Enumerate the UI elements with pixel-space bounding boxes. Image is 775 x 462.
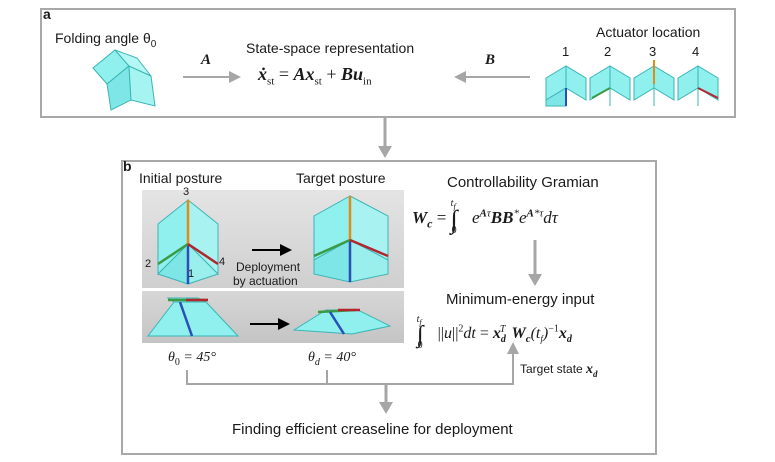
initial-posture-side (146, 297, 240, 337)
theta0-label: θ0 = 45° (168, 350, 216, 368)
panel-a-letter: a (43, 6, 51, 22)
state-space-equation: ẋst = Axst + Buin (258, 64, 372, 88)
arrow-b-label: B (485, 52, 496, 68)
deployment-label-1: Deployment (236, 260, 301, 274)
actuator-location-title: Actuator location (596, 24, 701, 40)
arrow-to-finding (379, 384, 393, 414)
actuator-origami-2 (589, 65, 631, 106)
initial-posture-front (157, 198, 219, 285)
actuator-number-1: 1 (562, 44, 570, 59)
feedback-connector (186, 342, 519, 385)
actuator-origami-4 (677, 65, 719, 106)
finding-creaseline-label: Finding efficient creaseline for deploym… (232, 421, 513, 438)
target-posture-side (292, 308, 392, 335)
initial-posture-title: Initial posture (139, 170, 223, 186)
deployment-label-2: by actuation (233, 274, 298, 288)
deployment-arrow-front (252, 244, 292, 256)
minimum-energy-equation: ∫0tf ||u||2dt = xdT Wc(tf)−1xd (416, 313, 572, 352)
thetad-label: θd = 40° (308, 350, 356, 368)
crease-number-4: 4 (219, 256, 226, 268)
target-state-label: Target state xd (520, 362, 598, 379)
panel-b-letter: b (123, 158, 132, 174)
arrow-a-label: A (201, 52, 212, 68)
crease-number-1: 1 (188, 268, 195, 280)
panel-a-frame (40, 8, 736, 118)
actuator-origami-1 (545, 65, 587, 107)
folding-angle-label: Folding angle θ0 (55, 30, 157, 50)
actuator-number-4: 4 (692, 44, 700, 59)
arrow-a-to-b (378, 118, 392, 158)
actuator-number-3: 3 (649, 44, 657, 59)
minimum-energy-title: Minimum-energy input (446, 291, 595, 308)
arrow-b (454, 71, 530, 83)
actuator-number-2: 2 (604, 44, 612, 59)
actuator-origami-3 (633, 60, 675, 106)
state-space-title: State-space representation (246, 40, 415, 56)
target-posture-title: Target posture (296, 170, 386, 186)
deployment-arrow-side (250, 318, 290, 330)
controllability-gramian-title: Controllability Gramian (447, 174, 599, 191)
folded-origami-illustration (92, 49, 156, 111)
arrow-a (183, 71, 241, 83)
crease-number-2: 2 (145, 258, 152, 270)
crease-number-3: 3 (183, 186, 190, 198)
target-posture-front (313, 195, 389, 283)
arrow-gramian-to-input (528, 240, 542, 286)
controllability-gramian-equation: Wc = ∫0tf eAτBB*eA*τdτ (412, 198, 558, 237)
